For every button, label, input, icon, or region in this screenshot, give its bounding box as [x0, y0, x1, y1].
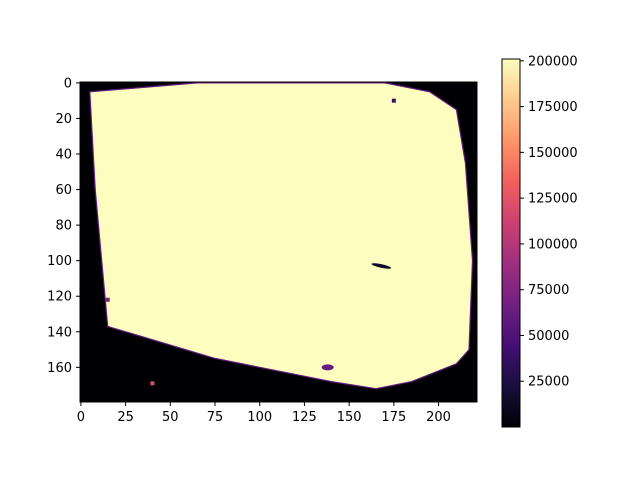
heatmap-defect-2: [321, 364, 334, 371]
plot-area: [80, 82, 477, 402]
x-tick-label: 75: [207, 410, 224, 425]
colorbar-tick-label: 175000: [528, 100, 578, 115]
heatmap-defect-5: [391, 98, 396, 103]
y-tick-label: 80: [55, 219, 72, 234]
x-tick-label: 125: [292, 410, 317, 425]
colorbar: 25000 50000 75000 100000 125000 150000 175000 2…: [501, 54, 578, 428]
colorbar-gradient: [502, 59, 520, 427]
heatmap-region: [89, 82, 474, 390]
heatmap-defect-1: [371, 263, 392, 269]
y-tick-label: 20: [55, 112, 72, 127]
heatmap-defect-4: [150, 381, 155, 386]
y-tick-label: 100: [47, 254, 72, 269]
colorbar-tick-label: 200000: [528, 54, 578, 69]
x-axis: 0 25 50 75 100 125 150 175 200: [77, 402, 451, 425]
y-tick-label: 120: [47, 290, 72, 305]
colorbar-tick-label: 75000: [528, 283, 569, 298]
colorbar-tick-label: 150000: [528, 146, 578, 161]
x-tick-label: 100: [247, 410, 272, 425]
x-tick-label: 175: [381, 410, 406, 425]
x-tick-label: 50: [162, 410, 179, 425]
plot-frame: [79, 81, 478, 403]
heatmap-defect-3: [105, 297, 110, 302]
colorbar-tick-label: 125000: [528, 192, 578, 207]
y-tick-label: 60: [55, 183, 72, 198]
y-tick-label: 0: [64, 76, 72, 91]
colorbar-tick-label: 100000: [528, 237, 578, 252]
y-tick-label: 40: [55, 148, 72, 163]
y-tick-label: 160: [47, 361, 72, 376]
x-tick-label: 0: [77, 410, 85, 425]
colorbar-ticks: 25000 50000 75000 100000 125000 150000 175000 2…: [520, 54, 578, 390]
x-tick-label: 200: [426, 410, 451, 425]
y-tick-label: 140: [47, 325, 72, 340]
colorbar-frame: [501, 58, 521, 428]
colorbar-tick-label: 50000: [528, 329, 569, 344]
colorbar-tick-label: 25000: [528, 375, 569, 390]
y-axis: 0 20 40 60 80 100 120 140 160: [47, 76, 80, 376]
x-tick-label: 150: [337, 410, 362, 425]
x-tick-label: 25: [117, 410, 134, 425]
